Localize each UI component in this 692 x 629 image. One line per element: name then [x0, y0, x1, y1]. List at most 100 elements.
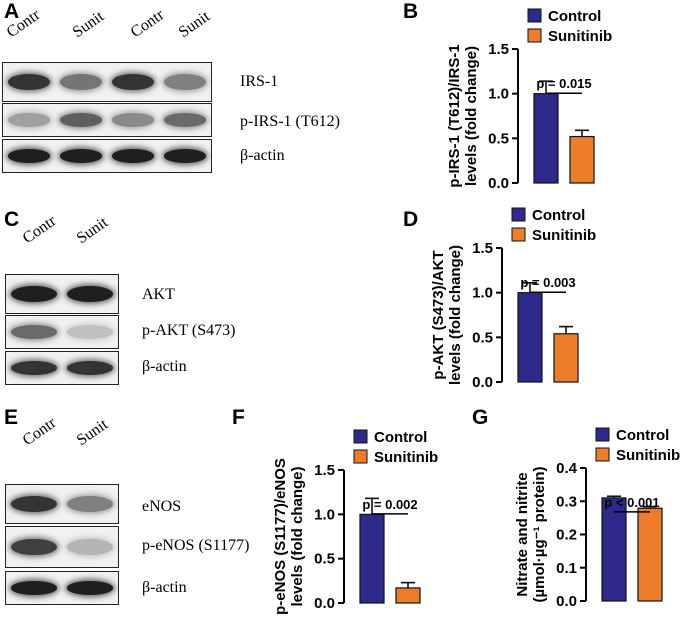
legend-swatch-control	[353, 429, 368, 444]
bar-sunitinib	[569, 135, 595, 184]
legend-label-sunitinib: Sunitinib	[374, 449, 438, 466]
lane-label: Sunit	[175, 7, 214, 42]
blot-band	[59, 149, 103, 163]
blot-row-label: p-IRS-1 (T612)	[240, 113, 340, 130]
y-tick-label: 1.5	[488, 41, 509, 58]
bar-control	[601, 497, 627, 602]
panel-label-e: E	[4, 406, 19, 429]
blot-strip	[2, 62, 212, 102]
bar-sunitinib	[395, 587, 421, 604]
y-axis-label-line: Nitrate and nitrite	[514, 472, 531, 596]
blot-band	[7, 74, 51, 90]
blot-band	[67, 538, 113, 556]
bar-sunitinib	[553, 333, 579, 383]
blot-band	[67, 325, 113, 339]
legend-label-control: Control	[374, 429, 427, 446]
blot-band	[11, 286, 57, 302]
bar-chart-b: 0.0 0.5 1.0 1.5 p = 0.015 Control Sunitinib p-I…	[446, 8, 612, 192]
bar-sunitinib	[637, 507, 663, 602]
panel-label-f: F	[232, 406, 245, 429]
blot-row-label: IRS-1	[240, 73, 279, 90]
blot-row-label: p-AKT (S473)	[142, 322, 236, 339]
y-axis-label-line: levels (fold change)	[289, 466, 306, 606]
lane-label: Sunit	[73, 213, 112, 248]
y-axis-label-line: (µmol·µg⁻¹ protein)	[531, 466, 548, 602]
legend-label-sunitinib: Sunitinib	[616, 447, 680, 464]
panel-label-d: D	[403, 208, 419, 231]
lane-label: Sunit	[69, 7, 108, 42]
blot-row-label: β-actin	[142, 579, 187, 596]
legend-label-sunitinib: Sunitinib	[548, 28, 612, 45]
bar-control	[533, 93, 559, 184]
blot-band	[7, 113, 51, 127]
y-tick-label: 0.4	[556, 460, 578, 477]
y-tick-label: 1.0	[472, 285, 493, 302]
blot-band	[111, 74, 155, 90]
lane-label: Contr	[19, 212, 60, 248]
y-tick-label: 0.5	[314, 551, 335, 568]
legend-label-control: Control	[532, 207, 585, 224]
bar-chart-f: 0.0 0.5 1.0 1.5 p = 0.002 Control Sunitinib p-e…	[272, 429, 438, 615]
y-tick-label: 1.0	[314, 506, 335, 523]
blot-strip	[2, 103, 212, 137]
y-axis-title: Nitrate and nitrite (µmol·µg⁻¹ protein)	[514, 466, 548, 602]
p-value: p = 0.015	[536, 76, 591, 91]
blot-band	[11, 325, 57, 339]
legend-swatch-control	[595, 427, 610, 442]
y-axis-title: p-eNOS (S1177)/eNOS levels (fold change)	[272, 458, 306, 615]
y-tick-label: 1.5	[314, 462, 335, 479]
blot-band	[7, 149, 51, 163]
y-axis-title: p-IRS-1 (T612)/IRS-1 levels (fold change)	[446, 44, 480, 187]
blot-band	[163, 113, 207, 127]
legend-label-control: Control	[616, 427, 669, 444]
panel-label-g: G	[472, 406, 489, 429]
legend-swatch-sunitinib	[511, 227, 526, 242]
blot-band	[11, 361, 57, 375]
blot-row-label: p-eNOS (S1177)	[142, 537, 250, 554]
blot-band	[163, 149, 207, 163]
blot-strip	[5, 351, 119, 385]
y-tick-label: 0.5	[488, 130, 509, 147]
y-tick-label: 0.3	[556, 493, 577, 510]
blot-band	[67, 361, 113, 375]
blot-row-label: AKT	[142, 286, 175, 303]
blot-strip	[5, 315, 119, 349]
blot-band	[163, 74, 207, 90]
blot-band	[67, 286, 113, 302]
y-axis-label-line: levels (fold change)	[463, 46, 480, 186]
blot-row-label: β-actin	[142, 358, 187, 375]
lane-label: Sunit	[73, 415, 112, 450]
panel-label-b: B	[403, 0, 419, 23]
blot-row-label: β-actin	[240, 147, 285, 164]
lane-label: Contr	[19, 414, 60, 450]
legend-swatch-sunitinib	[353, 449, 368, 464]
p-value: p = 0.002	[362, 497, 417, 512]
legend-swatch-control	[527, 8, 542, 23]
y-tick-label: 0.0	[314, 595, 335, 612]
y-axis-label-line: p-eNOS (S1177)/eNOS	[272, 458, 289, 615]
blot-strip	[5, 274, 119, 314]
legend-swatch-sunitinib	[527, 28, 542, 43]
legend-swatch-control	[511, 207, 526, 222]
p-value: p < 0.001	[604, 495, 659, 510]
bar-control	[517, 292, 543, 383]
legend-label-sunitinib: Sunitinib	[532, 227, 596, 244]
blot-band	[111, 149, 155, 163]
blot-band	[59, 113, 103, 127]
bar-chart-g: 0.0 0.1 0.2 0.3 0.4 p < 0.001 Control Sunitinib…	[514, 427, 680, 610]
y-tick-label: 0.2	[556, 527, 577, 544]
y-tick-label: 0.0	[472, 374, 493, 391]
y-tick-label: 1.5	[472, 240, 493, 257]
blot-band	[111, 113, 155, 127]
y-tick-label: 0.0	[488, 175, 509, 192]
y-axis-label-line: levels (fold change)	[447, 245, 464, 385]
blot-strip	[5, 526, 119, 568]
y-axis-label-line: p-IRS-1 (T612)/IRS-1	[446, 44, 463, 187]
blot-band	[59, 74, 103, 90]
legend-swatch-sunitinib	[595, 447, 610, 462]
y-tick-label: 0.5	[472, 329, 493, 346]
blot-strip	[2, 139, 212, 173]
panel-label-a: A	[4, 0, 20, 23]
p-value: p = 0.003	[520, 275, 575, 290]
y-tick-label: 0.0	[556, 593, 577, 610]
